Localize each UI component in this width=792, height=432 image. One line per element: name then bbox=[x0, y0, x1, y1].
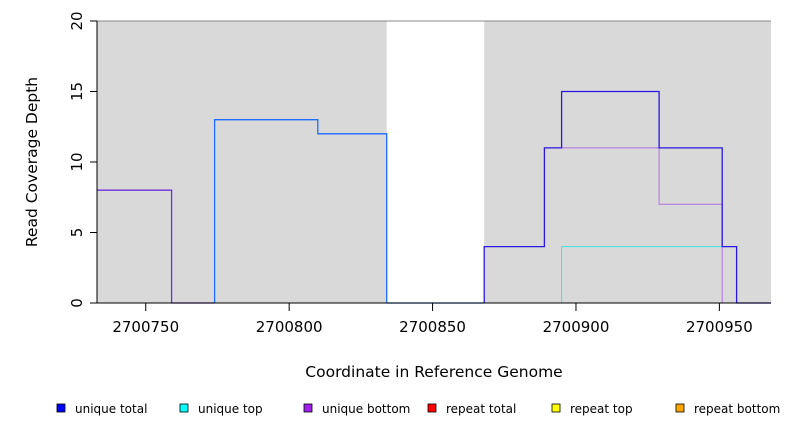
x-tick-label-2700750: 2700750 bbox=[112, 318, 179, 336]
y-tick-label-5: 5 bbox=[68, 228, 86, 238]
legend-swatch-3 bbox=[427, 403, 437, 413]
shaded-region-0 bbox=[97, 21, 387, 303]
x-tick-label-2700800: 2700800 bbox=[256, 318, 323, 336]
legend-swatch-0 bbox=[56, 403, 66, 413]
legend-label-5: repeat bottom bbox=[694, 402, 780, 416]
legend-label-4: repeat top bbox=[570, 402, 633, 416]
legend-label-3: repeat total bbox=[446, 402, 516, 416]
y-tick-label-10: 10 bbox=[68, 152, 86, 171]
legend-swatch-2 bbox=[303, 403, 313, 413]
legend-label-0: unique total bbox=[75, 402, 147, 416]
legend-swatch-5 bbox=[675, 403, 685, 413]
legend-label-2: unique bottom bbox=[322, 402, 410, 416]
legend: unique total unique top unique bottom repea… bbox=[56, 402, 780, 416]
y-axis-label: Read Coverage Depth bbox=[23, 77, 41, 247]
legend-swatch-1 bbox=[179, 403, 189, 413]
y-tick-label-15: 15 bbox=[68, 82, 86, 101]
legend-label-1: unique top bbox=[198, 402, 263, 416]
x-axis-label: Coordinate in Reference Genome bbox=[305, 363, 562, 381]
legend-swatch-4 bbox=[551, 403, 561, 413]
y-tick-label-0: 0 bbox=[68, 298, 86, 308]
x-tick-label-2700950: 2700950 bbox=[686, 318, 753, 336]
plot-background bbox=[97, 21, 771, 303]
series-line-8 bbox=[483, 90, 771, 304]
x-tick-label-2700850: 2700850 bbox=[399, 318, 466, 336]
x-tick-label-2700900: 2700900 bbox=[543, 318, 610, 336]
shaded-region-1 bbox=[484, 21, 771, 303]
y-tick-label-20: 20 bbox=[68, 11, 86, 30]
axes: 0 5 10 15 20 2700750 2700800 2700850 2700900 2700… bbox=[68, 11, 771, 336]
series-line-6 bbox=[561, 246, 726, 303]
